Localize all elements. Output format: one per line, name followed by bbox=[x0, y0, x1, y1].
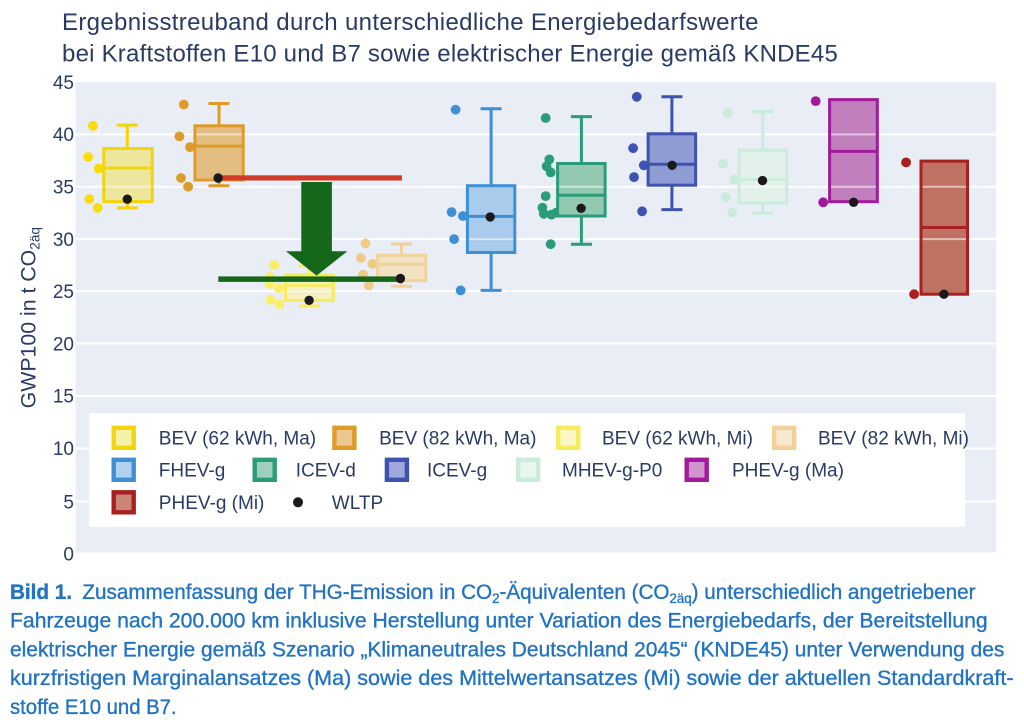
svg-text:GWP100 in t CO2äq: GWP100 in t CO2äq bbox=[17, 227, 43, 408]
svg-text:BEV (62 kWh, Mi): BEV (62 kWh, Mi) bbox=[602, 429, 753, 450]
svg-text:stoffe E10 und B7.: stoffe E10 und B7. bbox=[10, 696, 177, 719]
svg-text:0: 0 bbox=[63, 544, 74, 565]
svg-text:ICEV-g: ICEV-g bbox=[427, 461, 487, 482]
svg-text:BEV (62 kWh, Ma): BEV (62 kWh, Ma) bbox=[159, 429, 316, 450]
svg-text:MHEV-g-P0: MHEV-g-P0 bbox=[562, 461, 662, 482]
svg-text:Bild 1. Zusammenfassung der TH: Bild 1. Zusammenfassung der THG-Emission… bbox=[10, 581, 976, 606]
svg-text:PHEV-g (Ma): PHEV-g (Ma) bbox=[732, 461, 844, 482]
svg-text:20: 20 bbox=[53, 334, 74, 355]
svg-text:30: 30 bbox=[53, 230, 74, 251]
svg-text:35: 35 bbox=[53, 178, 74, 199]
svg-text:5: 5 bbox=[63, 492, 74, 513]
svg-text:WLTP: WLTP bbox=[332, 493, 383, 514]
svg-text:kurzfristigen Marginalansatzes: kurzfristigen Marginalansatzes (Ma) sowi… bbox=[10, 666, 1014, 690]
svg-text:Ergebnisstreuband durch unters: Ergebnisstreuband durch unterschiedliche… bbox=[62, 9, 759, 36]
svg-text:PHEV-g (Mi): PHEV-g (Mi) bbox=[159, 493, 265, 514]
svg-text:bei Kraftstoffen E10 und B7 so: bei Kraftstoffen E10 und B7 sowie elektr… bbox=[62, 40, 838, 67]
svg-text:15: 15 bbox=[53, 387, 74, 408]
svg-text:10: 10 bbox=[53, 439, 74, 460]
svg-text:elektrischer Energie gemäß Sze: elektrischer Energie gemäß Szenario „Kli… bbox=[10, 638, 1004, 661]
svg-text:25: 25 bbox=[53, 282, 74, 303]
svg-text:FHEV-g: FHEV-g bbox=[159, 461, 226, 482]
svg-text:BEV (82 kWh, Ma): BEV (82 kWh, Ma) bbox=[379, 429, 536, 450]
svg-text:ICEV-d: ICEV-d bbox=[296, 461, 356, 482]
svg-text:Fahrzeuge nach 200.000 km inkl: Fahrzeuge nach 200.000 km inklusive Hers… bbox=[10, 610, 988, 633]
svg-text:BEV (82 kWh, Mi): BEV (82 kWh, Mi) bbox=[818, 429, 969, 450]
svg-text:40: 40 bbox=[53, 125, 74, 146]
svg-text:45: 45 bbox=[53, 73, 74, 94]
